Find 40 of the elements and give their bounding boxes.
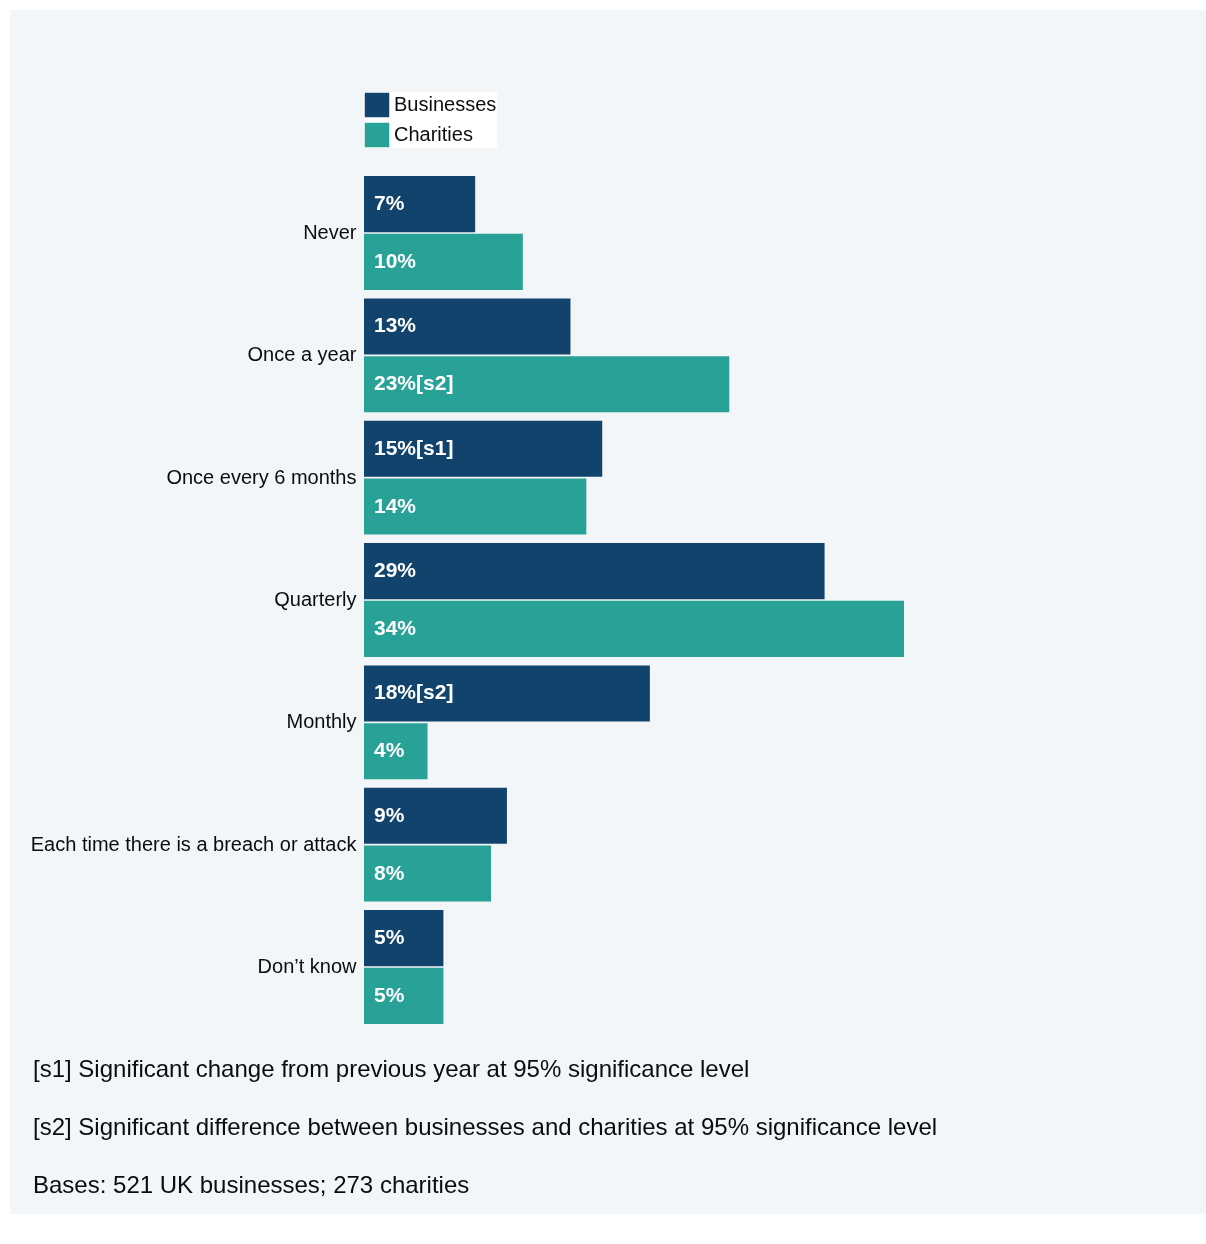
data-label: 4% xyxy=(374,738,405,762)
data-label: 18%[s2] xyxy=(374,680,454,704)
y-tick-label: Monthly xyxy=(286,710,357,733)
bar xyxy=(364,356,730,413)
data-label: 5% xyxy=(374,925,405,949)
bar xyxy=(364,910,444,967)
data-label: 13% xyxy=(374,313,417,337)
bar xyxy=(364,600,904,657)
data-label: 15%[s1] xyxy=(374,435,454,459)
data-label: 7% xyxy=(374,191,405,215)
data-label: 34% xyxy=(374,615,417,639)
y-tick-label: Once a year xyxy=(247,343,357,366)
data-label: 8% xyxy=(374,860,405,884)
data-label: 10% xyxy=(374,248,417,272)
bar xyxy=(364,420,603,477)
bar xyxy=(364,967,444,1024)
y-tick-label: Don’t know xyxy=(257,955,358,977)
data-label: 5% xyxy=(374,982,405,1006)
bar xyxy=(364,665,650,722)
data-label: 29% xyxy=(374,558,417,582)
y-tick-label: Each time there is a breach or attack xyxy=(30,832,358,855)
data-label: 23%[s2] xyxy=(374,371,454,395)
legend-label: Businesses xyxy=(394,93,497,115)
text: [s2] Significant difference between businesses and charities at 95% significance level xyxy=(33,1112,939,1142)
bar xyxy=(364,233,523,290)
legend-label: Charities xyxy=(394,123,473,145)
bar xyxy=(364,787,507,844)
bar xyxy=(364,298,571,355)
y-tick-label: Quarterly xyxy=(274,588,357,610)
bar xyxy=(364,543,825,600)
y-tick-label: Never xyxy=(303,221,357,243)
text: [s1] Significant change from previous year at 95% significance level xyxy=(33,1054,751,1084)
data-label: 9% xyxy=(374,802,405,826)
bar xyxy=(364,478,587,535)
y-tick-label: Once every 6 months xyxy=(166,465,357,488)
text: Bases: 521 UK businesses; 273 charities xyxy=(33,1170,471,1200)
bar xyxy=(364,845,492,902)
bar xyxy=(364,176,476,233)
data-label: 14% xyxy=(374,493,417,517)
bar xyxy=(364,723,428,780)
